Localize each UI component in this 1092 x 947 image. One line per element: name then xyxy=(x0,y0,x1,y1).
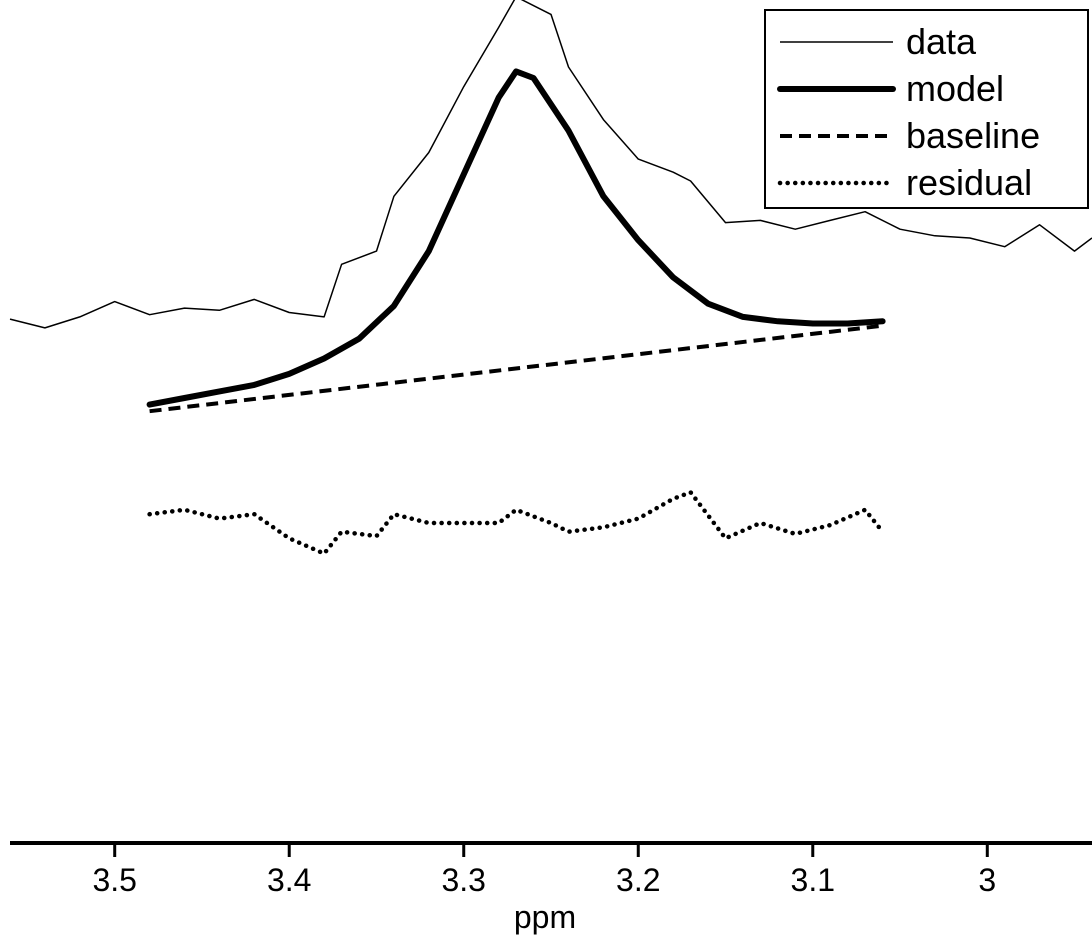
series-line-data xyxy=(9,0,1092,329)
x-tick-label: 3.5 xyxy=(92,862,136,898)
x-tick-label: 3.2 xyxy=(616,862,660,898)
legend-label-baseline: baseline xyxy=(906,115,1040,156)
legend-label-model: model xyxy=(906,68,1004,109)
x-tick-label: 3.1 xyxy=(791,862,835,898)
plot-area xyxy=(9,0,1092,556)
series-line-model xyxy=(146,68,886,408)
x-axis-ticks: 3.5 3.4 3.3 3.2 3.1 3 xyxy=(92,843,996,898)
legend: data model baseline residual xyxy=(764,9,1089,209)
series-line-residual xyxy=(147,490,885,556)
x-tick-label: 3.3 xyxy=(441,862,485,898)
legend-label-residual: residual xyxy=(906,162,1032,203)
legend-label-data: data xyxy=(906,21,977,62)
legend-box xyxy=(764,9,1089,209)
x-axis-label: ppm xyxy=(514,899,576,935)
x-tick-label: 3 xyxy=(978,862,996,898)
x-tick-label: 3.4 xyxy=(267,862,311,898)
series-line-baseline xyxy=(149,323,883,414)
